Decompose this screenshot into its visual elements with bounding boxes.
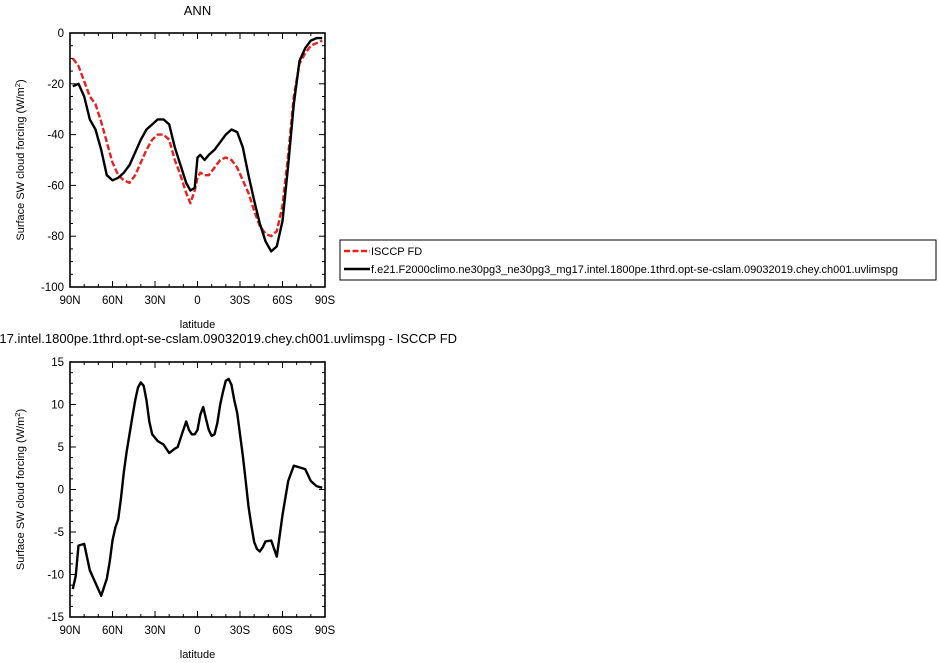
x-tick-label: 60S [272, 295, 293, 307]
x-axis-label: latitude [180, 319, 215, 331]
x-tick-label: 0 [194, 625, 200, 637]
y-tick-label: -5 [54, 527, 64, 539]
y-tick-label: -40 [47, 130, 64, 142]
legend-label-2: f.e21.F2000climo.ne30pg3_ne30pg3_mg17.in… [371, 264, 898, 276]
y-tick-label: -20 [47, 79, 64, 91]
chart-panel-2: 30pg3_mg17.intel.1800pe.1thrd.opt-se-csl… [0, 331, 457, 661]
y-tick-label: 0 [58, 485, 64, 497]
y-axis-label-exponent: 2 [13, 83, 22, 87]
x-tick-label: 90N [59, 295, 80, 307]
x-tick-label: 90N [59, 625, 80, 637]
x-tick-label: 0 [194, 295, 200, 307]
y-tick-label: 15 [51, 357, 64, 369]
y-tick-label: 0 [58, 28, 64, 40]
x-tick-label: 90S [315, 625, 336, 637]
y-tick-label: -15 [47, 612, 64, 624]
chart-title: 30pg3_mg17.intel.1800pe.1thrd.opt-se-csl… [0, 331, 457, 346]
x-tick-label: 30S [230, 625, 251, 637]
y-axis-label-close: ) [15, 409, 27, 413]
y-tick-label: -60 [47, 180, 64, 192]
legend-label-1: ISCCP FD [371, 246, 422, 258]
legend-box [339, 239, 937, 281]
y-tick-label: -10 [47, 570, 64, 582]
x-tick-label: 90S [315, 295, 336, 307]
series-line-2 [72, 36, 323, 253]
y-axis-label: Surface SW cloud forcing (W/m2) [13, 409, 27, 570]
series-line-1 [71, 377, 323, 597]
y-axis-label-close: ) [15, 79, 27, 83]
y-axis-label-main: Surface SW cloud forcing (W/m [15, 87, 27, 240]
x-tick-label: 60S [272, 625, 293, 637]
series-line-1 [71, 39, 323, 238]
x-axis-label: latitude [180, 649, 215, 661]
x-tick-label: 60N [102, 295, 123, 307]
y-axis-label: Surface SW cloud forcing (W/m2) [13, 79, 27, 240]
y-tick-label: 10 [51, 400, 64, 412]
chart-panel-1: ANN 90N 60N 30N 0 30S 60S 90S 0 -20 -40 -60 -80 -100 l… [13, 3, 336, 331]
y-axis-label-exponent: 2 [13, 413, 22, 417]
x-tick-label: 30N [144, 625, 165, 637]
y-tick-label: -80 [47, 231, 64, 243]
y-axis-label-main: Surface SW cloud forcing (W/m [15, 417, 27, 570]
x-tick-label: 30S [230, 295, 251, 307]
y-tick-label: -100 [41, 282, 64, 294]
x-tick-label: 60N [102, 625, 123, 637]
chart-title: ANN [184, 3, 211, 18]
y-tick-label: 5 [58, 442, 64, 454]
x-tick-label: 30N [144, 295, 165, 307]
legend: ISCCP FD f.e21.F2000climo.ne30pg3_ne30pg3… [339, 239, 937, 281]
